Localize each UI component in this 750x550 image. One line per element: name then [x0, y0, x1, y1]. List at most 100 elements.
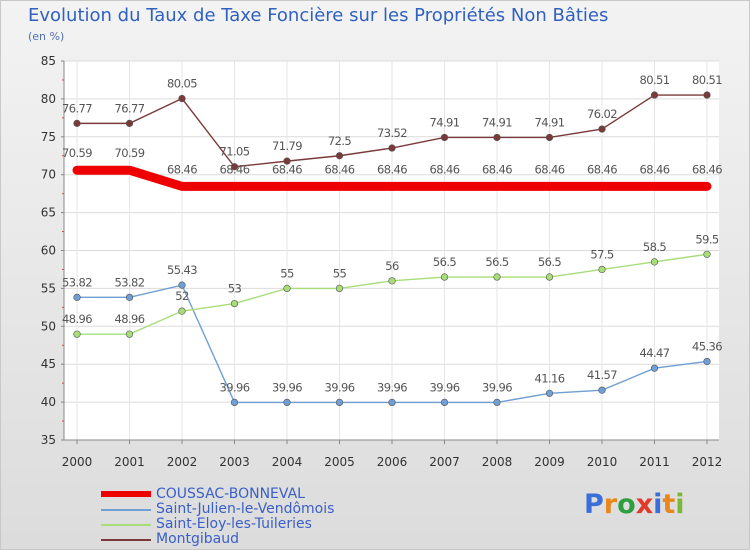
data-label-coussac-bonneval: 68.46: [325, 162, 355, 176]
data-point-saint-julien: [125, 293, 134, 301]
data-label-saint-julien: 45.36: [692, 339, 722, 353]
logo-letter: t: [662, 489, 676, 520]
data-label-montgibaud: 74.91: [482, 115, 512, 129]
data-label-saint-eloy: 59.5: [695, 232, 718, 246]
data-point-montgibaud: [125, 119, 134, 127]
legend-label: Saint-Eloy-les-Tuileries: [156, 516, 312, 532]
data-label-layer: 70.59 70.59 68.46 68.46 68.46 68.46 68.46 68.46…: [62, 73, 723, 394]
data-label-saint-eloy: 48.96: [115, 312, 145, 326]
x-tick-label: 2004: [272, 455, 303, 469]
data-point-saint-julien: [650, 364, 659, 372]
data-label-coussac-bonneval: 68.46: [587, 162, 617, 176]
x-tick-label: 2008: [482, 455, 513, 469]
data-point-montgibaud: [545, 133, 554, 142]
data-point-saint-eloy: [545, 273, 554, 281]
data-label-montgibaud: 73.52: [377, 126, 407, 140]
chart-unit-label: (en %): [28, 30, 65, 43]
x-tick-label: 2002: [167, 455, 198, 469]
x-tick-label: 2010: [587, 455, 618, 469]
logo-letter: P: [584, 489, 604, 520]
data-label-saint-eloy: 56.5: [538, 255, 561, 269]
legend-swatch-saint-julien: [101, 509, 151, 511]
data-label-coussac-bonneval: 68.46: [167, 162, 197, 176]
data-label-montgibaud: 80.05: [167, 77, 197, 91]
series-line-coussac-bonneval: [72, 165, 712, 191]
x-tick-label: 2006: [377, 455, 408, 469]
data-label-coussac-bonneval: 68.46: [377, 162, 407, 176]
y-tick-label: 35: [41, 433, 56, 447]
data-label-montgibaud: 71.79: [272, 139, 302, 153]
data-point-saint-julien: [283, 398, 291, 407]
proxiti-logo: Proxiti: [584, 489, 685, 520]
legend-swatch-saint-eloy: [101, 524, 151, 526]
axes-layer: 35 40 45 50 55 60 65 70 75 80 85 2000 2001 2002 2003 20…: [41, 54, 723, 469]
data-point-saint-julien: [335, 398, 344, 407]
y-tick-label: 50: [41, 319, 56, 333]
data-label-saint-julien: 39.96: [430, 380, 460, 394]
data-label-montgibaud: 76.77: [115, 101, 145, 115]
logo-letter: i: [653, 489, 663, 520]
data-label-saint-eloy: 55: [280, 266, 294, 280]
data-label-saint-julien: 55.43: [167, 263, 197, 277]
data-label-saint-eloy: 56.5: [485, 255, 508, 269]
data-label-saint-julien: 41.16: [535, 371, 565, 385]
data-label-saint-julien: 39.96: [220, 380, 250, 394]
x-tick-label: 2011: [639, 455, 670, 469]
series-layer: [72, 91, 712, 407]
data-point-saint-julien: [545, 389, 554, 397]
y-tick-label: 75: [41, 130, 56, 144]
data-point-saint-julien: [73, 293, 81, 301]
data-point-saint-julien: [703, 357, 711, 366]
data-point-saint-eloy: [73, 330, 81, 338]
data-point-saint-eloy: [493, 273, 501, 281]
data-point-saint-eloy: [230, 299, 239, 308]
data-point-saint-eloy: [335, 284, 344, 293]
data-point-saint-julien: [440, 398, 449, 407]
data-point-montgibaud: [440, 133, 449, 142]
data-label-saint-julien: 39.96: [482, 380, 512, 394]
data-point-saint-eloy: [440, 273, 449, 281]
chart-title: Evolution du Taux de Taxe Foncière sur l…: [28, 5, 609, 26]
data-point-montgibaud: [388, 144, 396, 152]
data-label-saint-julien: 39.96: [325, 380, 355, 394]
x-tick-label: 2000: [62, 455, 93, 469]
data-label-montgibaud: 72.5: [328, 134, 351, 148]
data-point-montgibaud: [650, 91, 659, 99]
data-point-saint-julien: [388, 398, 396, 407]
x-tick-label: 2005: [324, 455, 355, 469]
data-label-coussac-bonneval: 68.46: [692, 162, 722, 176]
data-label-montgibaud: 80.51: [640, 73, 670, 87]
data-point-saint-julien: [178, 281, 186, 289]
data-label-coussac-bonneval: 70.59: [62, 146, 92, 160]
data-label-saint-eloy: 55: [333, 266, 347, 280]
data-label-saint-julien: 44.47: [640, 346, 670, 360]
data-label-saint-julien: 39.96: [272, 380, 302, 394]
data-point-montgibaud: [703, 91, 711, 99]
x-tick-label: 2012: [692, 455, 723, 469]
y-tick-label: 60: [41, 244, 56, 258]
data-label-saint-julien: 41.57: [587, 368, 617, 382]
data-point-montgibaud: [493, 133, 501, 142]
data-point-montgibaud: [598, 125, 606, 133]
data-label-coussac-bonneval: 68.46: [430, 162, 460, 176]
data-label-saint-eloy: 57.5: [590, 247, 613, 261]
data-point-saint-julien: [598, 386, 606, 394]
legend-label: Saint-Julien-le-Vendômois: [156, 501, 335, 517]
data-point-saint-eloy: [650, 258, 659, 266]
data-point-saint-eloy: [178, 307, 186, 315]
y-tick-label: 85: [41, 54, 56, 68]
x-tick-label: 2009: [534, 455, 565, 469]
data-label-coussac-bonneval: 68.46: [272, 162, 302, 176]
y-tick-label: 65: [41, 206, 56, 220]
logo-letter: r: [603, 489, 618, 520]
data-point-saint-julien: [493, 398, 501, 407]
data-label-saint-eloy: 58.5: [643, 240, 666, 254]
logo-letter: i: [675, 489, 685, 520]
data-label-coussac-bonneval: 68.46: [640, 162, 670, 176]
data-point-saint-eloy: [598, 265, 606, 274]
legend-label: Montgibaud: [156, 531, 240, 547]
data-label-saint-julien: 39.96: [377, 380, 407, 394]
data-point-saint-eloy: [283, 284, 291, 293]
y-tick-label: 45: [41, 357, 56, 371]
